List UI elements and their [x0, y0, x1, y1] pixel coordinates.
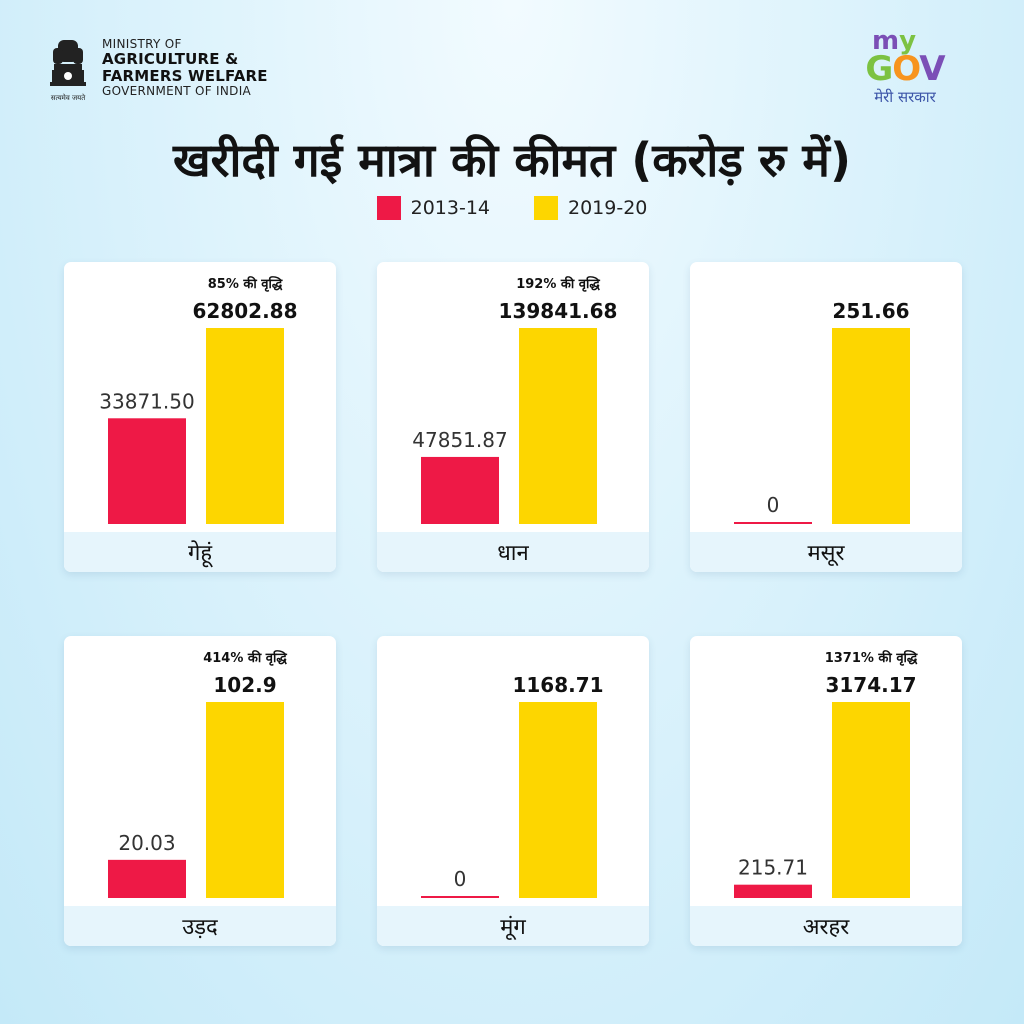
ministry-line1: MINISTRY OF [102, 37, 182, 51]
data-label: 0 [454, 867, 467, 891]
mygov-my-text: my [828, 28, 960, 54]
data-label: 33871.50 [99, 389, 194, 413]
growth-label: 414% की वृद्धि [203, 650, 287, 666]
mygov-tagline: मेरी सरकार [874, 88, 936, 107]
bar-2013-14 [421, 896, 499, 898]
mygov-logo: my GOV मेरी सरकार [850, 28, 960, 107]
bar-2013-14 [734, 884, 812, 898]
crop-label-arhar: अरहर [690, 906, 962, 946]
data-label: 215.71 [738, 856, 808, 880]
ministry-header: सत्यमेव जयते MINISTRY OF AGRICULTURE & F… [44, 36, 268, 106]
bar-2019-20 [519, 328, 597, 524]
crop-label-paddy: धान [377, 532, 649, 572]
mygov-letter: V [919, 48, 945, 89]
chart-legend: 2013-14 2019-20 [0, 196, 1024, 220]
mygov-letter: y [899, 26, 917, 56]
legend-label-2013: 2013-14 [410, 197, 490, 219]
bar-2013-14 [108, 859, 186, 898]
bar-2019-20 [832, 328, 910, 524]
growth-label: 85% की वृद्धि [208, 276, 283, 292]
chart-title: खरीदी गई मात्रा की कीमत (करोड़ रु में) [173, 133, 851, 187]
mygov-gov-text: GOV [850, 52, 960, 86]
crop-label-wheat: गेहूं [64, 532, 336, 572]
data-label: 139841.68 [499, 299, 618, 323]
bar-2019-20 [206, 702, 284, 898]
ministry-line3: FARMERS WELFARE [102, 67, 268, 86]
legend-label-2019: 2019-20 [568, 197, 648, 219]
bar-2019-20 [206, 328, 284, 524]
bar-2013-14 [421, 456, 499, 524]
data-label: 20.03 [118, 831, 175, 855]
mygov-letter: m [871, 26, 900, 56]
data-label: 251.66 [832, 299, 909, 323]
legend-swatch-2019 [534, 196, 558, 220]
data-label: 62802.88 [192, 299, 297, 323]
legend-item-2013: 2013-14 [376, 196, 490, 220]
legend-item-2019: 2019-20 [534, 196, 647, 220]
bar-2019-20 [832, 702, 910, 898]
data-label: 3174.17 [825, 673, 916, 697]
ministry-line2: AGRICULTURE & [102, 50, 239, 69]
crop-label-masoor: मसूर [690, 532, 962, 572]
data-label: 0 [767, 493, 780, 517]
legend-swatch-2013 [376, 196, 401, 220]
mygov-letter: O [892, 48, 920, 89]
data-label: 47851.87 [412, 428, 507, 452]
ministry-line4: GOVERNMENT OF INDIA [102, 84, 252, 99]
crop-label-urad: उड़द [64, 906, 336, 946]
emblem-motto: सत्यमेव जयते [51, 93, 86, 102]
bar-2019-20 [519, 702, 597, 898]
mygov-letter: G [865, 48, 893, 89]
crop-label-moong: मूंग [377, 906, 649, 946]
growth-label: 192% की वृद्धि [516, 276, 600, 292]
data-label: 1168.71 [512, 673, 603, 697]
bar-2013-14 [734, 522, 812, 524]
bar-2013-14 [108, 418, 186, 524]
growth-label: 1371% की वृद्धि [825, 650, 918, 666]
national-emblem-icon: सत्यमेव जयते [50, 40, 86, 102]
data-label: 102.9 [213, 673, 276, 697]
